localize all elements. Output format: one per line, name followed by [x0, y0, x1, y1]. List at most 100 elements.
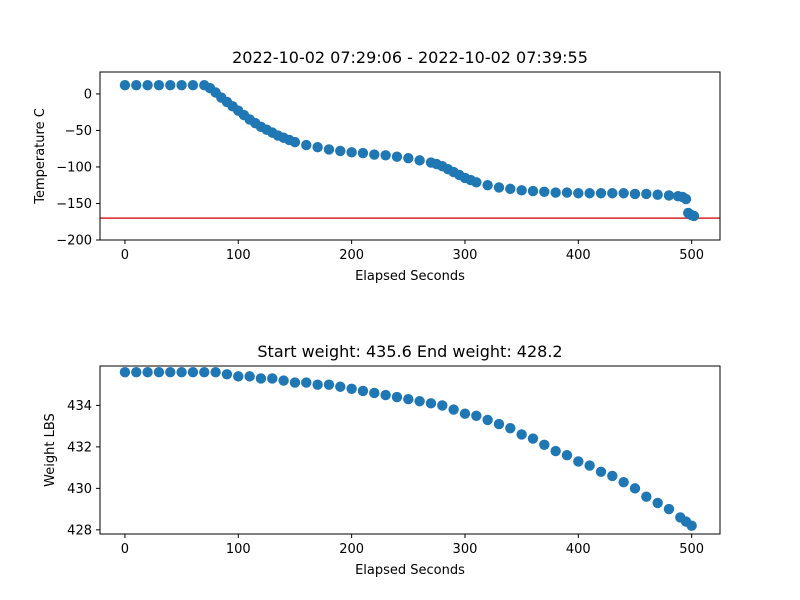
y-tick-label: −150 [56, 197, 92, 212]
x-tick-label: 100 [226, 542, 251, 557]
weight-data-point [561, 449, 573, 461]
temperature-data-point [142, 79, 153, 91]
y-tick-label: −200 [56, 234, 92, 249]
weight-data-point [153, 367, 165, 378]
temperature-data-point [131, 79, 142, 91]
weight-data-point [210, 367, 221, 378]
weight-data-point [391, 391, 403, 403]
weight-data-point [629, 483, 641, 494]
weight-data-point [244, 371, 255, 382]
x-tick-label: 300 [453, 248, 478, 263]
weight-data-point [187, 367, 199, 378]
temperature-data-point [165, 79, 176, 91]
temperature-data-point [312, 142, 323, 153]
weight-data-point [505, 423, 516, 434]
temperature-data-point [680, 193, 692, 205]
weight-data-point [663, 503, 675, 515]
temperature-data-point [380, 150, 391, 161]
temperature-data-point [369, 149, 380, 160]
weight-data-point [595, 466, 607, 477]
temperature-chart-title: 2022-10-02 07:29:06 - 2022-10-02 07:39:5… [232, 48, 588, 67]
temperature-data-point [561, 187, 573, 198]
temperature-data-point [505, 183, 516, 195]
temperature-data-point [618, 188, 629, 199]
y-tick-label: −50 [65, 124, 92, 139]
weight-data-point [516, 429, 527, 440]
weight-data-point [142, 367, 153, 378]
weight-data-point [652, 497, 663, 509]
temperature-data-point [187, 79, 199, 91]
weight-plot-frame [99, 365, 721, 535]
temperature-data-point [584, 188, 595, 199]
weight-chart-title: Start weight: 435.6 End weight: 428.2 [257, 342, 562, 361]
weight-data-point [131, 367, 142, 378]
y-tick-label: 430 [67, 482, 92, 497]
weight-data-point [357, 385, 369, 397]
temperature-data-point [289, 136, 301, 148]
weight-data-point [437, 400, 448, 411]
weight-data-point [255, 373, 267, 384]
temperature-data-point [516, 185, 527, 196]
weight-data-point [335, 381, 346, 392]
temperature-data-point [641, 188, 652, 200]
weight-data-point [448, 404, 459, 415]
weight-data-point [493, 418, 505, 430]
weight-data-point [369, 387, 380, 399]
weight-x-axis-label: Elapsed Seconds [355, 563, 465, 578]
weight-data-point [686, 520, 697, 531]
x-tick-label: 500 [679, 248, 704, 263]
temperature-plot-frame [99, 71, 721, 241]
weight-data-point [233, 371, 244, 382]
temperature-data-point [176, 79, 187, 91]
x-tick-label: 200 [339, 542, 364, 557]
weight-data-point [573, 456, 584, 467]
weight-data-point [471, 410, 482, 421]
temperature-data-point [414, 155, 425, 166]
temperature-data-point [403, 152, 414, 164]
temperature-y-axis-label: Temperature C [33, 108, 48, 205]
temperature-data-point [663, 190, 675, 201]
weight-series [119, 367, 697, 531]
weight-data-point [618, 476, 629, 488]
weight-data-point [607, 470, 618, 482]
weight-axes: Start weight: 435.6 End weight: 428.2 0 10… [43, 342, 721, 578]
temperature-x-axis-label: Elapsed Seconds [355, 269, 465, 284]
temperature-data-point [357, 147, 369, 159]
weight-data-point [289, 377, 301, 388]
temperature-data-point [539, 186, 550, 197]
weight-data-point [278, 375, 289, 386]
temperature-data-point [335, 145, 346, 157]
y-tick-label: 428 [67, 523, 92, 538]
x-tick-label: 200 [339, 248, 364, 263]
temperature-data-point [652, 189, 663, 200]
weight-data-point [425, 398, 437, 409]
weight-data-point [403, 393, 414, 405]
weight-data-point [301, 377, 312, 388]
temperature-data-point [688, 210, 700, 222]
temperature-data-point [550, 187, 561, 198]
temperature-data-point [607, 188, 618, 199]
temperature-data-point [323, 144, 335, 155]
weight-data-point [414, 396, 425, 407]
y-tick-label: 0 [84, 87, 92, 102]
y-tick-label: −100 [56, 160, 92, 175]
temperature-data-point [391, 151, 403, 162]
x-tick-label: 100 [226, 248, 251, 263]
temperature-data-point [527, 185, 539, 197]
temperature-data-point [595, 188, 607, 199]
weight-data-point [119, 367, 131, 378]
temperature-data-point [153, 79, 165, 91]
weight-data-point [459, 408, 471, 419]
weight-data-point [176, 367, 187, 378]
x-tick-label: 300 [453, 542, 478, 557]
temperature-data-point [119, 79, 131, 91]
temperature-data-point [301, 139, 312, 151]
weight-y-axis-label: Weight LBS [43, 413, 58, 487]
temperature-series [119, 79, 700, 222]
weight-data-point [550, 445, 561, 457]
weight-data-point [165, 367, 176, 378]
weight-data-point [312, 379, 323, 390]
y-tick-label: 432 [67, 440, 92, 455]
y-tick-label: 434 [67, 399, 92, 414]
